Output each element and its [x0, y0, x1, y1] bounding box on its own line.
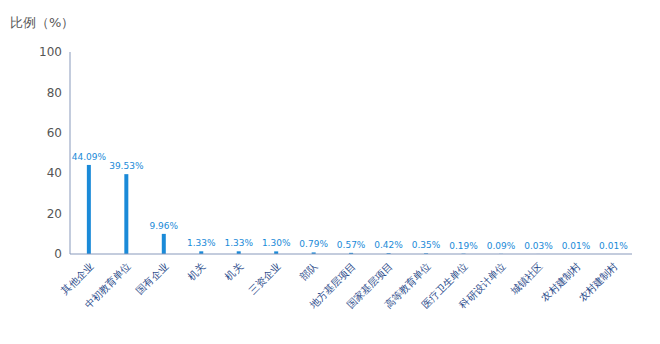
svg-text:1.30%: 1.30%: [262, 238, 291, 248]
svg-text:中初教育单位: 中初教育单位: [82, 261, 132, 311]
svg-text:100: 100: [39, 45, 62, 59]
svg-text:其他企业: 其他企业: [59, 261, 95, 297]
svg-text:0.42%: 0.42%: [374, 240, 403, 250]
svg-text:60: 60: [47, 126, 62, 140]
svg-text:部队: 部队: [298, 261, 320, 283]
svg-text:0.19%: 0.19%: [449, 241, 478, 251]
svg-text:国有企业: 国有企业: [134, 261, 170, 297]
svg-text:20: 20: [47, 207, 62, 221]
svg-text:城镇社区: 城镇社区: [508, 261, 545, 298]
svg-text:9.96%: 9.96%: [149, 221, 178, 231]
svg-text:高等教育单位: 高等教育单位: [382, 260, 433, 311]
svg-text:44.09%: 44.09%: [72, 152, 107, 162]
svg-text:80: 80: [47, 86, 62, 100]
svg-text:0.03%: 0.03%: [524, 241, 553, 251]
svg-text:机关: 机关: [186, 261, 208, 283]
svg-text:农村建制村: 农村建制村: [539, 261, 582, 304]
svg-text:0: 0: [54, 247, 62, 261]
html-text:比例（%）: 比例（%）: [10, 15, 75, 30]
svg-text:0.79%: 0.79%: [299, 239, 328, 249]
svg-text:0.01%: 0.01%: [562, 241, 591, 251]
svg-text:医疗卫生单位: 医疗卫生单位: [419, 260, 470, 311]
svg-text:机关: 机关: [223, 261, 245, 283]
svg-text:0.09%: 0.09%: [487, 241, 516, 251]
svg-text:地方基层项目: 地方基层项目: [307, 260, 358, 311]
svg-text:国家基层项目: 国家基层项目: [344, 260, 395, 311]
svg-text:1.33%: 1.33%: [224, 238, 253, 248]
svg-text:科研设计单位: 科研设计单位: [457, 261, 507, 311]
svg-text:三资企业: 三资企业: [246, 261, 282, 297]
svg-text:39.53%: 39.53%: [109, 161, 144, 171]
svg-text:农村建制村: 农村建制村: [577, 261, 620, 304]
svg-text:0.35%: 0.35%: [412, 240, 441, 250]
svg-text:0.01%: 0.01%: [599, 241, 628, 251]
svg-text:0.57%: 0.57%: [337, 240, 366, 250]
svg-text:40: 40: [47, 166, 62, 180]
svg-text:1.33%: 1.33%: [187, 238, 216, 248]
